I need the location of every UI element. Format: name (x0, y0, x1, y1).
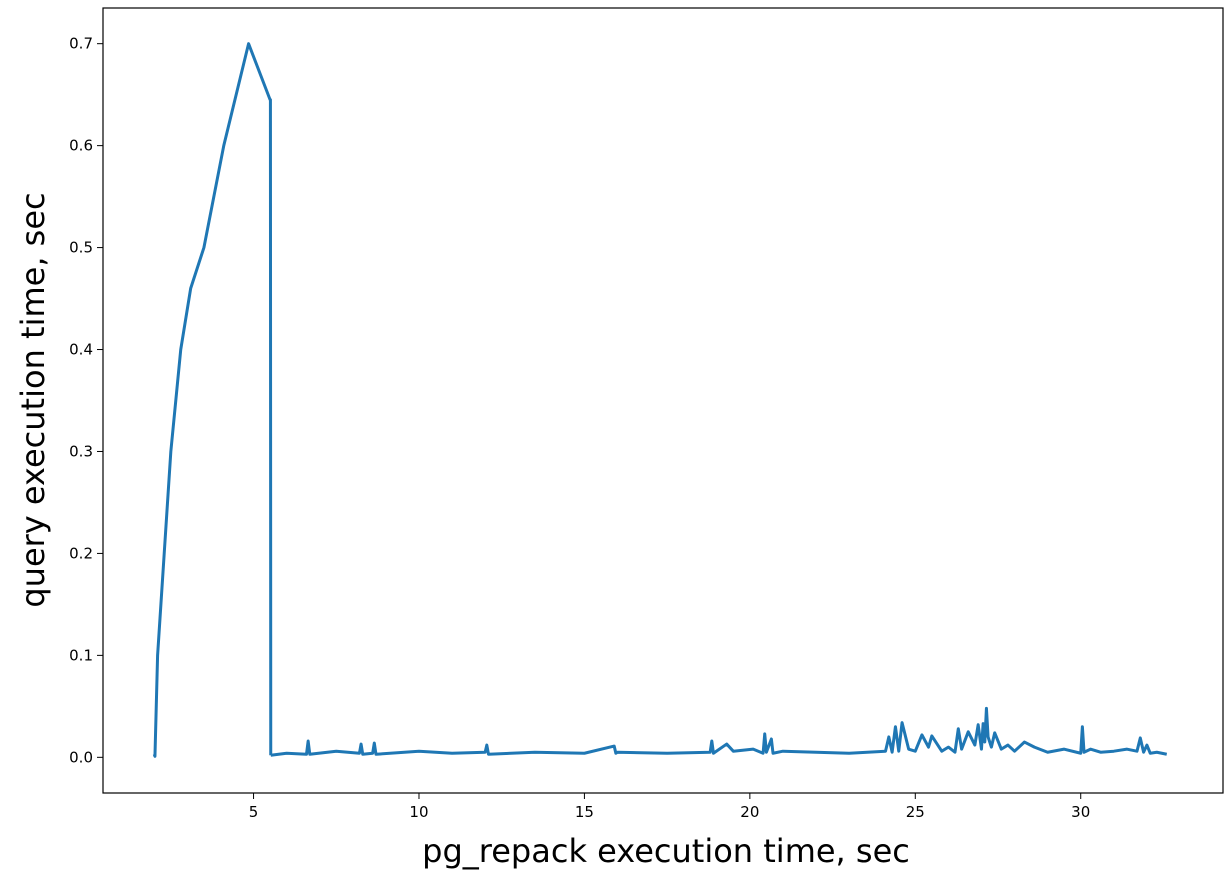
y-tick-label: 0.5 (69, 239, 93, 257)
y-tick-label: 0.4 (69, 341, 93, 359)
x-tick-label: 5 (249, 803, 259, 821)
y-tick-label: 0.3 (69, 442, 93, 460)
x-tick-label: 25 (906, 803, 925, 821)
y-tick-label: 0.1 (69, 646, 93, 664)
x-tick-label: 15 (575, 803, 594, 821)
x-axis: 5 10 15 20 25 30 (249, 793, 1090, 821)
plot-frame (102, 7, 1224, 794)
y-axis-label: query execution time, sec (14, 192, 52, 607)
x-tick-label: 20 (740, 803, 759, 821)
series-line-1 (270, 706, 1168, 757)
y-tick-label: 0.0 (69, 748, 93, 766)
x-tick-label: 30 (1071, 803, 1090, 821)
y-tick-label: 0.2 (69, 544, 93, 562)
plot-background (103, 8, 1223, 793)
series-line-0 (152, 42, 273, 758)
x-axis-label: pg_repack execution time, sec (422, 832, 910, 870)
y-tick-label: 0.7 (69, 35, 93, 53)
series-layer (152, 42, 1168, 758)
x-tick-label: 10 (409, 803, 428, 821)
y-tick-label: 0.6 (69, 137, 93, 155)
y-axis: 0.0 0.1 0.2 0.3 0.4 0.5 0.6 0.7 (69, 35, 103, 766)
